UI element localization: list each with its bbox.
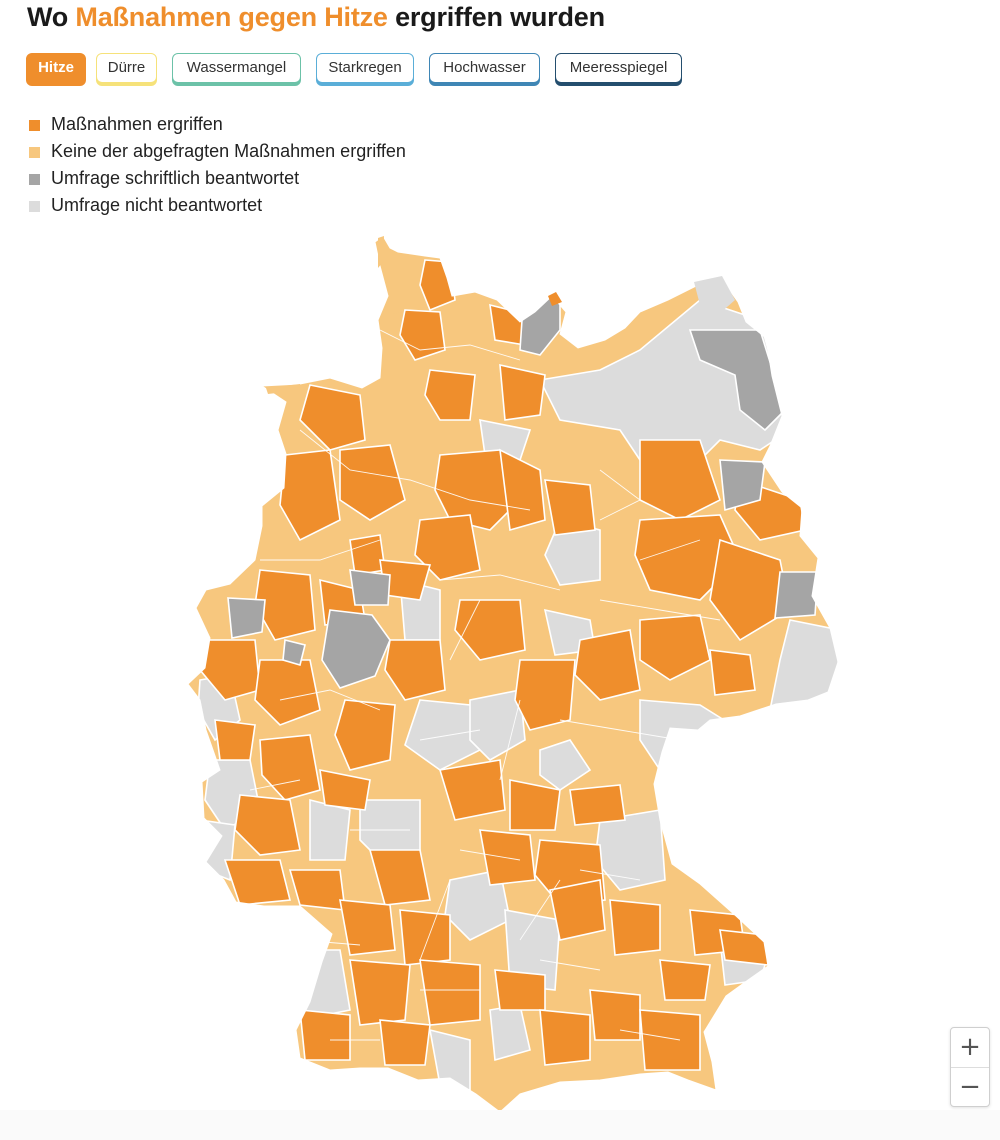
- zoom-control: + −: [950, 1027, 990, 1107]
- island-east-frisian: [266, 384, 302, 394]
- district-measures-taken: [279, 449, 341, 542]
- district-not-answered: [504, 909, 561, 991]
- islands-fehmarn: [548, 292, 562, 306]
- district-measures-taken: [368, 849, 431, 906]
- district-measures-taken: [639, 1009, 701, 1071]
- district-measures-taken: [549, 879, 606, 941]
- district-not-answered: [539, 739, 592, 791]
- district-measures-taken: [574, 629, 641, 701]
- district-answered-in-writing: [349, 569, 391, 606]
- district-measures-taken: [299, 1009, 351, 1061]
- district-measures-taken: [339, 444, 406, 521]
- district-measures-taken: [539, 1009, 591, 1066]
- tab-duerre[interactable]: Dürre: [96, 53, 157, 83]
- district-measures-taken: [659, 959, 711, 1001]
- district-measures-taken: [514, 659, 576, 731]
- island-fehmarn: [548, 292, 562, 306]
- islands: [266, 236, 402, 394]
- tab-wassermangel[interactable]: Wassermangel: [172, 53, 301, 83]
- page-title: Wo Maßnahmen gegen Hitze ergriffen wurde…: [27, 2, 605, 33]
- islands-ruegen: [694, 276, 735, 315]
- legend-label: Umfrage nicht beantwortet: [51, 195, 263, 215]
- district-measures-taken: [319, 768, 371, 811]
- district-measures-taken: [419, 959, 481, 1026]
- tab-starkregen[interactable]: Starkregen: [316, 53, 414, 83]
- district-measures-taken: [349, 534, 386, 576]
- footer-strip: [0, 1110, 1000, 1140]
- district-answered-in-writing: [282, 638, 306, 667]
- tab-meeresspiegel[interactable]: Meeresspiegel: [555, 53, 682, 83]
- district-measures-taken: [214, 719, 256, 761]
- district-areas: [188, 236, 838, 1112]
- district-not-answered: [299, 949, 351, 1021]
- legend-label: Keine der abgefragten Maßnahmen ergriffe…: [51, 141, 406, 161]
- district-measures-taken: [639, 614, 711, 681]
- title-suffix: ergriffen wurden: [395, 2, 605, 32]
- district-measures-taken: [499, 448, 546, 532]
- zoom-in-button[interactable]: +: [951, 1028, 989, 1068]
- district-measures-taken: [639, 439, 721, 521]
- district-measures-taken: [334, 699, 396, 771]
- district-measures-taken: [438, 759, 506, 821]
- district-answered-in-writing: [719, 459, 766, 512]
- district-answered-in-writing: [688, 329, 786, 432]
- district-measures-taken: [379, 1019, 431, 1066]
- island-north-frisian: [392, 298, 402, 314]
- tab-hitze[interactable]: Hitze: [26, 53, 86, 83]
- district-measures-taken: [544, 479, 596, 536]
- legend-swatch: [29, 174, 40, 185]
- legend-swatch: [29, 201, 40, 212]
- tab-hochwasser[interactable]: Hochwasser: [429, 53, 540, 83]
- district-measures-taken: [234, 794, 301, 856]
- island-ruegen: [694, 276, 735, 315]
- district-measures-taken: [424, 369, 476, 421]
- district-not-answered: [309, 798, 351, 861]
- district-answered-in-writing: [227, 597, 266, 639]
- legend-swatch: [29, 120, 40, 131]
- district-measures-taken: [719, 929, 769, 966]
- district-measures-taken: [414, 514, 481, 581]
- country-outline: [187, 235, 839, 1113]
- district-measures-taken: [709, 538, 791, 642]
- district-measures-taken: [569, 784, 626, 826]
- district-measures-taken: [509, 779, 561, 831]
- district-measures-taken: [494, 969, 546, 1011]
- district-measures-taken: [589, 989, 641, 1041]
- district-not-answered: [428, 1028, 471, 1091]
- district-measures-taken: [399, 909, 451, 966]
- district-measures-taken: [339, 899, 396, 956]
- district-answered-in-writing: [321, 609, 391, 689]
- district-not-answered: [404, 699, 481, 771]
- district-measures-taken: [299, 384, 366, 451]
- district-measures-taken: [259, 734, 321, 801]
- district-measures-taken: [709, 649, 756, 696]
- district-answered-in-writing: [774, 571, 819, 619]
- district-boundaries: [249, 329, 721, 1041]
- legend-label: Umfrage schriftlich beantwortet: [51, 168, 300, 188]
- legend-label: Maßnahmen ergriffen: [51, 114, 223, 134]
- zoom-out-button[interactable]: −: [959, 1072, 981, 1102]
- legend-swatch: [29, 147, 40, 158]
- district-measures-taken: [499, 363, 546, 421]
- title-highlight: Maßnahmen gegen Hitze: [75, 2, 388, 32]
- district-measures-taken: [399, 309, 446, 361]
- district-measures-taken: [223, 859, 292, 906]
- island-sylt: [378, 236, 384, 268]
- district-measures-taken: [384, 639, 446, 701]
- title-prefix: Wo: [27, 2, 69, 32]
- district-measures-taken: [609, 899, 661, 956]
- district-measures-taken: [349, 959, 411, 1026]
